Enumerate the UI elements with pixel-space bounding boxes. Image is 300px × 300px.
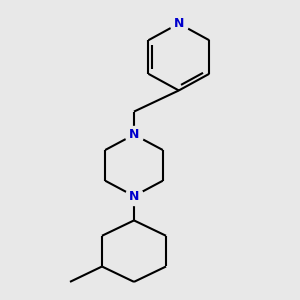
- Text: N: N: [129, 128, 139, 141]
- Text: N: N: [129, 190, 139, 202]
- Text: N: N: [174, 17, 184, 30]
